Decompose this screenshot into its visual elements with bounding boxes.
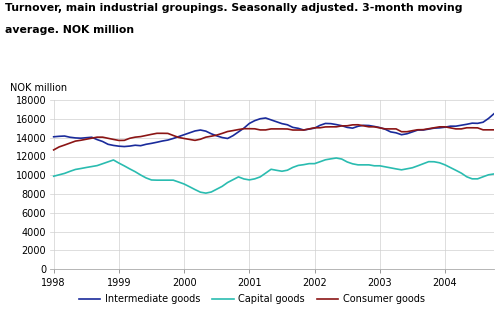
Consumer goods [399, 130, 405, 134]
Capital goods [78, 167, 84, 170]
Intermediate goods [502, 105, 504, 109]
Legend: Intermediate goods, Capital goods, Consumer goods: Intermediate goods, Capital goods, Consu… [75, 290, 429, 308]
Capital goods [203, 191, 209, 195]
Capital goods [404, 167, 410, 171]
Consumer goods [420, 128, 426, 131]
Intermediate goods [56, 135, 62, 138]
Line: Consumer goods: Consumer goods [53, 125, 504, 150]
Consumer goods [355, 123, 361, 127]
Intermediate goods [420, 128, 426, 132]
Consumer goods [56, 145, 62, 149]
Consumer goods [50, 148, 56, 152]
Consumer goods [251, 127, 258, 131]
Line: Intermediate goods: Intermediate goods [53, 107, 504, 146]
Intermediate goods [121, 145, 128, 148]
Capital goods [426, 160, 432, 163]
Capital goods [279, 169, 285, 173]
Capital goods [50, 174, 56, 178]
Consumer goods [274, 127, 280, 131]
Capital goods [333, 156, 339, 160]
Text: Turnover, main industrial groupings. Seasonally adjusted. 3-month moving: Turnover, main industrial groupings. Sea… [5, 3, 463, 13]
Intermediate goods [257, 117, 263, 121]
Text: NOK million: NOK million [11, 83, 68, 93]
Capital goods [56, 173, 62, 177]
Capital goods [502, 171, 504, 175]
Consumer goods [502, 129, 504, 133]
Intermediate goods [279, 122, 285, 126]
Line: Capital goods: Capital goods [53, 158, 504, 193]
Intermediate goods [399, 133, 405, 136]
Text: average. NOK million: average. NOK million [5, 25, 134, 35]
Consumer goods [78, 138, 84, 142]
Capital goods [257, 175, 263, 179]
Intermediate goods [78, 136, 84, 140]
Intermediate goods [50, 135, 56, 139]
